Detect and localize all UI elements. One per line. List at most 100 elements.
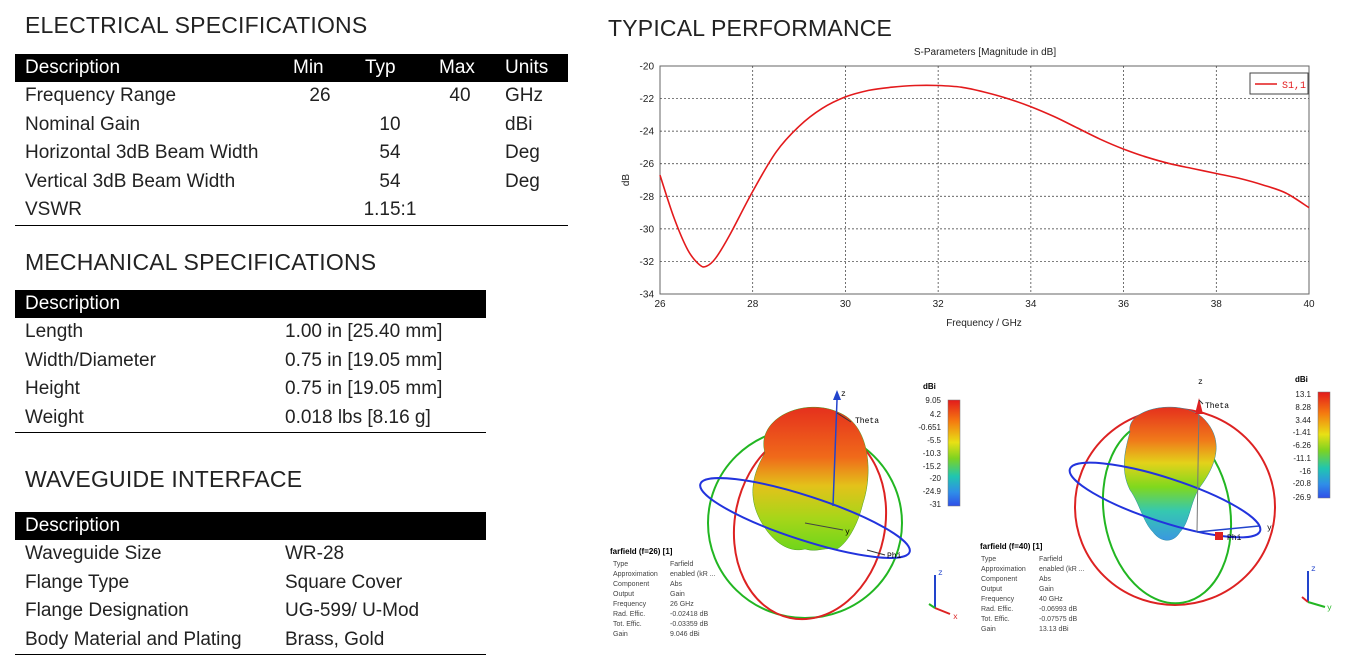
table-row: Width/Diameter 0.75 in [19.05 mm] xyxy=(15,347,486,376)
svg-text:x: x xyxy=(953,613,958,622)
info-key: Rad. Effic. xyxy=(981,606,1013,613)
info-value: -0.06993 dB xyxy=(1039,606,1077,613)
waveguide-title: WAVEGUIDE INTERFACE xyxy=(25,466,303,492)
axis-triad-icon: z x xyxy=(928,569,958,622)
legend-label: S1,1 xyxy=(1282,81,1306,92)
cell: 10 xyxy=(379,113,401,135)
table-row: Body Material and Plating Brass, Gold xyxy=(15,625,486,655)
y-label: y xyxy=(845,528,850,537)
chart-title: S-Parameters [Magnitude in dB] xyxy=(914,47,1057,58)
cell xyxy=(285,111,355,140)
info-key: Gain xyxy=(981,626,996,633)
col-description: Description xyxy=(15,512,486,540)
info-value: Abs xyxy=(1039,576,1052,583)
scale-tick: -10.3 xyxy=(923,449,942,458)
info-value: Gain xyxy=(670,591,685,598)
info-value: 26 GHz xyxy=(670,601,694,608)
z-label: z xyxy=(1198,378,1203,387)
y-tick-label: -20 xyxy=(640,62,655,73)
scale-tick: -20.8 xyxy=(1293,479,1312,488)
cell: Flange Designation xyxy=(25,600,189,622)
info-key: Type xyxy=(613,561,628,568)
svg-text:y: y xyxy=(1327,604,1332,613)
scale-unit: dBi xyxy=(923,382,936,391)
cell: Horizontal 3dB Beam Width xyxy=(25,142,259,164)
y-axis-label: dB xyxy=(621,174,632,187)
info-key: Output xyxy=(981,586,1002,593)
phi-arrow xyxy=(866,549,886,556)
table-row: Nominal Gain 10 dBi xyxy=(15,111,568,140)
cell: Deg xyxy=(505,170,540,192)
info-value: 9.046 dBi xyxy=(670,631,700,638)
legend: S1,1 xyxy=(1249,72,1309,95)
cell: 0.75 in [19.05 mm] xyxy=(285,378,443,400)
cell: Waveguide Size xyxy=(25,543,162,565)
scale-unit: dBi xyxy=(1295,375,1308,384)
x-axis-ticks: 26 28 30 32 34 36 38 40 xyxy=(654,299,1315,310)
info-key: Type xyxy=(981,556,996,563)
y-tick-label: -28 xyxy=(640,192,655,203)
info-value: -0.03359 dB xyxy=(670,621,708,628)
cell: Length xyxy=(25,321,84,343)
cell xyxy=(425,196,495,226)
cell: 54 xyxy=(379,170,401,192)
scale-tick: 9.05 xyxy=(925,396,941,405)
x-tick-label: 34 xyxy=(1025,299,1037,310)
color-scale xyxy=(1317,391,1331,499)
cell: Flange Type xyxy=(25,571,130,593)
info-key: Tot. Effic. xyxy=(613,621,642,628)
z-axis xyxy=(1196,403,1200,533)
cell xyxy=(285,168,355,197)
x-tick-label: 36 xyxy=(1118,299,1130,310)
cell: 0.75 in [19.05 mm] xyxy=(285,349,443,371)
scale-tick: -5.5 xyxy=(927,436,941,445)
info-value: enabled (kR ... xyxy=(1039,566,1085,573)
x-tick-label: 38 xyxy=(1211,299,1223,310)
scale-tick: -16 xyxy=(1299,467,1311,476)
info-value: -0.07575 dB xyxy=(1039,616,1077,623)
scale-tick: -11.1 xyxy=(1293,454,1311,463)
x-tick-label: 32 xyxy=(933,299,945,310)
x-tick-label: 28 xyxy=(747,299,759,310)
info-key: Component xyxy=(981,576,1017,583)
y-tick-label: -22 xyxy=(640,94,655,105)
scale-tick: -31 xyxy=(929,500,941,509)
info-key: Output xyxy=(613,591,634,598)
scale-tick: -15.2 xyxy=(923,462,942,471)
series-line-s11 xyxy=(659,84,1310,268)
origin-marker xyxy=(1215,532,1223,540)
scale-tick: -6.26 xyxy=(1293,441,1312,450)
cell: 26 xyxy=(309,85,331,107)
y-tick-label: -30 xyxy=(640,224,655,235)
y-tick-label: -32 xyxy=(640,257,655,268)
cell: GHz xyxy=(505,85,543,107)
info-value: Gain xyxy=(1039,586,1054,593)
info-title: farfield (f=40) [1] xyxy=(980,542,1043,551)
scale-tick: 3.44 xyxy=(1295,416,1311,425)
scale-tick: -26.9 xyxy=(1293,493,1312,502)
waveguide-table: Description Waveguide Size WR-28 Flange … xyxy=(15,512,486,655)
col-min: Min xyxy=(285,54,355,82)
scale-tick: -24.9 xyxy=(923,487,942,496)
info-key: Gain xyxy=(613,631,628,638)
cell: Deg xyxy=(505,142,540,164)
cell: VSWR xyxy=(15,196,285,226)
theta-label: Theta xyxy=(855,417,879,426)
col-max: Max xyxy=(425,54,495,82)
plot-area xyxy=(659,65,1310,295)
blue-ring xyxy=(699,477,911,559)
col-units: Units xyxy=(495,54,568,82)
cell xyxy=(285,139,355,168)
table-row: VSWR 1.15:1 xyxy=(15,196,568,226)
info-value: 40 GHz xyxy=(1039,596,1063,603)
cell xyxy=(495,196,568,226)
scale-tick: 4.2 xyxy=(930,410,942,419)
table-row: Weight 0.018 lbs [8.16 g] xyxy=(15,403,486,433)
theta-arrow xyxy=(836,412,852,423)
cell xyxy=(355,82,425,111)
cell: 0.018 lbs [8.16 g] xyxy=(275,403,486,433)
cell xyxy=(425,111,495,140)
electrical-title: ELECTRICAL SPECIFICATIONS xyxy=(25,12,368,38)
scale-tick: -1.41 xyxy=(1293,428,1312,437)
scale-tick: -0.651 xyxy=(918,423,941,432)
